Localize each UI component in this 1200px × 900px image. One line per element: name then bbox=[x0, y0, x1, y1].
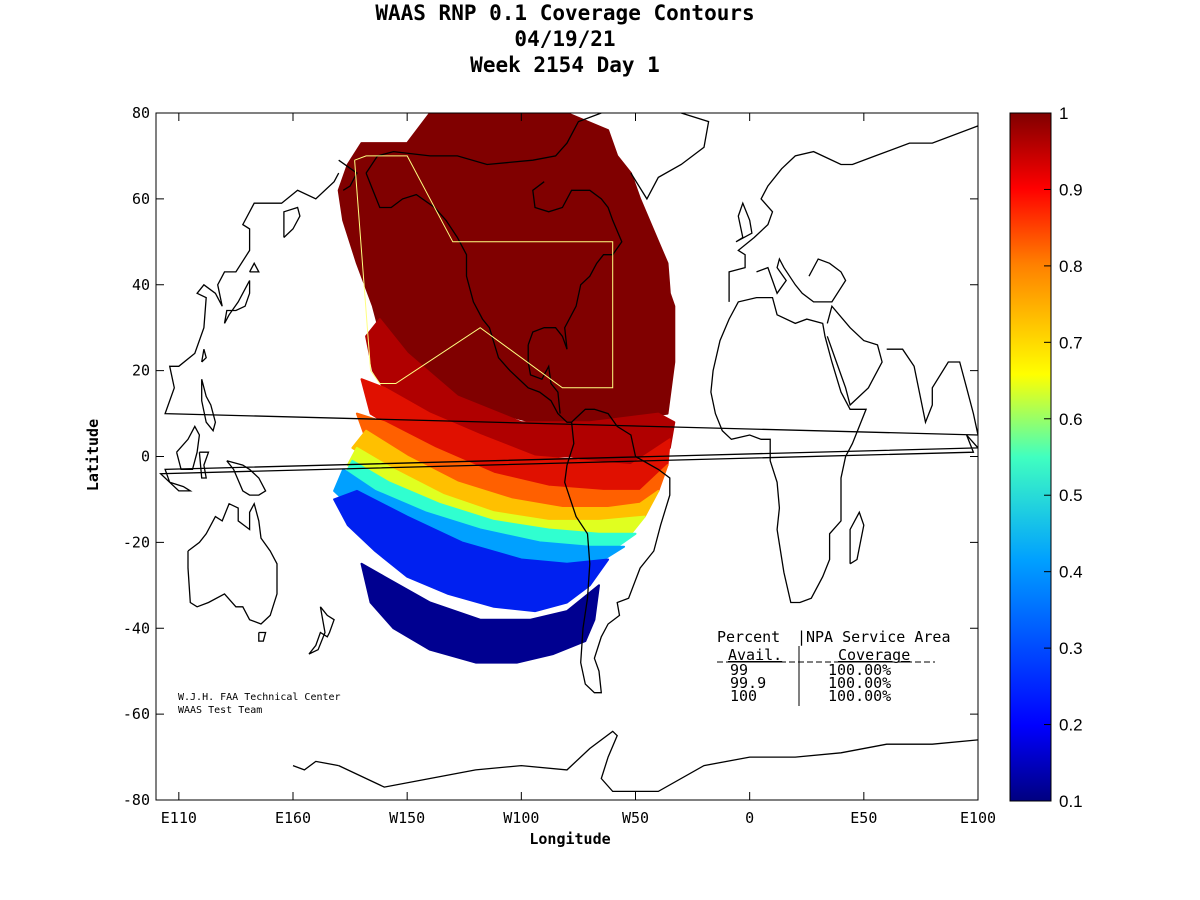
coastline-segment bbox=[223, 280, 251, 324]
coastline-segment bbox=[201, 379, 217, 433]
table-row-2-percent: 99.9 bbox=[730, 674, 766, 692]
coastline-segment bbox=[527, 327, 568, 350]
coastline-segment bbox=[886, 348, 978, 436]
coastline-segment bbox=[527, 344, 561, 414]
y-tick-label: -80 bbox=[123, 791, 150, 809]
x-tick-label: E100 bbox=[960, 809, 996, 827]
coastline-segment bbox=[849, 510, 865, 565]
y-tick-label: -60 bbox=[123, 705, 150, 723]
chart-title-line-2: 04/19/21 bbox=[514, 27, 615, 51]
y-tick-label: -20 bbox=[123, 533, 150, 551]
x-tick-label: 0 bbox=[745, 809, 754, 827]
coastline-segment bbox=[365, 172, 572, 423]
availability-table: Percent | NPA Service Area Avail. Covera… bbox=[717, 628, 951, 706]
table-row-2-coverage: 100.00% bbox=[828, 674, 891, 692]
coastline-segment bbox=[258, 631, 267, 642]
coastline-segment bbox=[728, 125, 978, 302]
coastline-segment bbox=[175, 425, 201, 471]
x-tick-label: E160 bbox=[275, 809, 311, 827]
x-tick-label: W150 bbox=[389, 809, 425, 827]
x-axis-ticks: E110 E160 W150 W100 W50 0 E50 E100 bbox=[161, 113, 996, 827]
chart-title-line-1: WAAS RNP 0.1 Coverage Contours bbox=[375, 1, 754, 25]
y-tick-label: 80 bbox=[132, 104, 150, 122]
y-axis-label: Latitude bbox=[84, 419, 102, 491]
y-tick-label: 40 bbox=[132, 276, 150, 294]
x-tick-label: E110 bbox=[161, 809, 197, 827]
colorbar-tick-label: 0.8 bbox=[1059, 257, 1083, 276]
y-tick-label: -40 bbox=[123, 619, 150, 637]
coastline-segment bbox=[338, 159, 358, 191]
colorbar-tick-label: 0.1 bbox=[1059, 792, 1083, 811]
table-header-separator: | bbox=[797, 628, 806, 646]
table-header-percent: Percent bbox=[717, 628, 780, 646]
y-tick-label: 0 bbox=[141, 448, 150, 466]
coastline-layer bbox=[159, 113, 978, 793]
coastline-segment bbox=[201, 349, 207, 363]
coastline-segment bbox=[338, 730, 978, 793]
colorbar-tick-label: 0.7 bbox=[1059, 333, 1083, 352]
x-tick-label: W50 bbox=[622, 809, 649, 827]
coastline-segment bbox=[710, 296, 868, 604]
table-row-3-percent: 100 bbox=[730, 687, 757, 705]
coverage-band-10 bbox=[360, 562, 600, 664]
table-row-1-coverage: 100.00% bbox=[828, 661, 891, 679]
y-tick-label: 20 bbox=[132, 362, 150, 380]
y-tick-label: 60 bbox=[132, 190, 150, 208]
coastline-segment bbox=[532, 181, 623, 350]
colorbar-ticks: 1 0.9 0.8 0.7 0.6 0.5 0.4 0.3 0.2 0.1 bbox=[1044, 104, 1083, 811]
colorbar-tick-label: 0.3 bbox=[1059, 639, 1083, 658]
coastline-segment bbox=[187, 501, 278, 625]
x-tick-label: E50 bbox=[850, 809, 877, 827]
coastline-segment bbox=[564, 408, 671, 694]
coastline-segment bbox=[292, 760, 339, 771]
coastline-segment bbox=[249, 261, 260, 273]
colorbar-tick-label: 0.4 bbox=[1059, 563, 1083, 582]
table-subheader-avail: Avail. bbox=[728, 646, 782, 664]
coastline-segment bbox=[826, 304, 883, 407]
colorbar-tick-label: 0.9 bbox=[1059, 180, 1083, 199]
table-row-1-percent: 99 bbox=[730, 661, 748, 679]
coastline-segment bbox=[308, 606, 335, 655]
table-header-npa: NPA Service Area bbox=[806, 628, 951, 646]
coverage-band-9 bbox=[333, 489, 610, 613]
y-axis-ticks: 80 60 40 20 0 -20 -40 -60 -80 bbox=[123, 104, 978, 809]
coastline-segment bbox=[756, 257, 847, 303]
colorbar-tick-label: 1 bbox=[1059, 104, 1068, 123]
credit-line-1: W.J.H. FAA Technical Center bbox=[178, 692, 341, 703]
coastline-segment bbox=[283, 206, 301, 238]
coastline-segment bbox=[735, 201, 753, 243]
coastline-segment bbox=[226, 460, 267, 496]
table-subheader-coverage: Coverage bbox=[838, 646, 910, 664]
coastline-segment bbox=[198, 451, 210, 479]
coastline-segment bbox=[169, 481, 193, 492]
coastline-segment bbox=[365, 113, 602, 174]
x-axis-label: Longitude bbox=[529, 830, 610, 848]
colorbar-tick-label: 0.6 bbox=[1059, 410, 1083, 429]
table-row-3-coverage: 100.00% bbox=[828, 687, 891, 705]
x-tick-label: W100 bbox=[503, 809, 539, 827]
npa-service-area-outline bbox=[354, 155, 614, 389]
chart-title-line-3: Week 2154 Day 1 bbox=[470, 53, 660, 77]
colorbar-tick-label: 0.2 bbox=[1059, 716, 1083, 735]
coastline-segment bbox=[164, 172, 978, 436]
coastline-segment bbox=[630, 113, 710, 201]
credit-line-2: WAAS Test Team bbox=[178, 705, 262, 716]
colorbar-tick-label: 0.5 bbox=[1059, 486, 1083, 505]
colorbar bbox=[1009, 112, 1052, 802]
